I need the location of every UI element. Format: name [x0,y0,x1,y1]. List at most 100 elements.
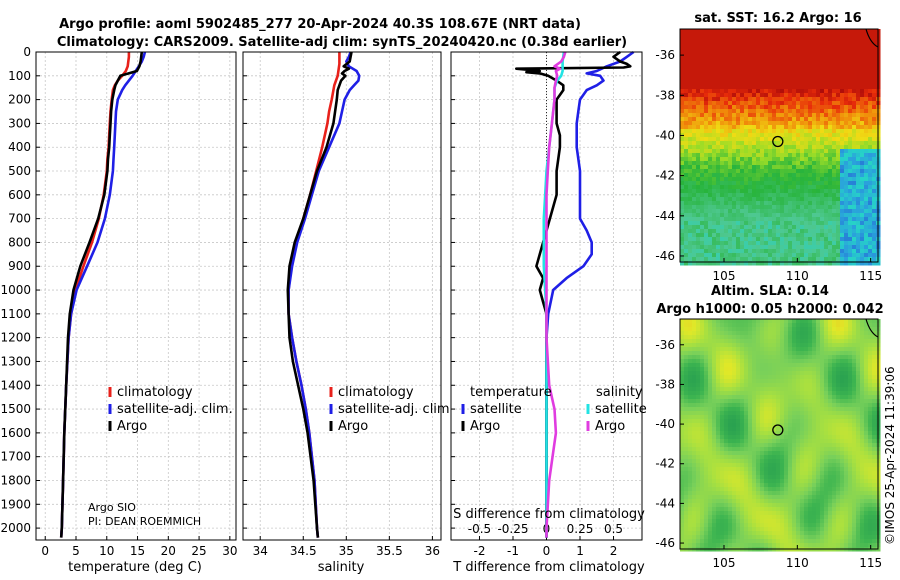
map-cell [752,423,757,428]
map-cell [836,149,841,154]
map-cell [684,185,689,190]
map-cell [784,261,789,266]
map-cell [736,375,741,380]
map-cell [728,97,733,102]
map-cell [756,113,761,118]
map-cell [688,177,693,182]
map-cell [844,85,849,90]
legend-label: Argo [117,419,147,434]
map-cell [780,69,785,74]
map-cell [808,253,813,258]
map-cell [696,37,701,42]
map-cell [844,363,849,368]
map-cell [856,209,861,214]
map-cell [720,245,725,250]
map-cell [784,81,789,86]
map-cell [728,351,733,356]
map-cell [816,77,821,82]
map-cell [744,177,749,182]
map-cell [708,77,713,82]
map-cell [848,343,853,348]
map-cell [692,141,697,146]
map-cell [680,455,685,460]
map-cell [792,451,797,456]
map-cell [716,193,721,198]
map-cell [852,225,857,230]
depth-tick-label: 700 [8,212,31,226]
map-cell [720,355,725,360]
map-cell [816,129,821,134]
map-cell [688,205,693,210]
map-cell [764,387,769,392]
map-cell [680,415,685,420]
map-cell [700,133,705,138]
map-cell [816,257,821,262]
map-cell [864,399,869,404]
map-cell [784,213,789,218]
map-cell [836,209,841,214]
map-cell [820,335,825,340]
map-cell [756,73,761,78]
map-cell [772,319,777,324]
map-cell [832,319,837,324]
map-cell [728,149,733,154]
map-cell [688,49,693,54]
map-cell [856,189,861,194]
map-cell [784,209,789,214]
map-cell [768,347,773,352]
map-cell [836,367,841,372]
map-cell [772,363,777,368]
map-cell [808,181,813,186]
map-cell [864,419,869,424]
sst-map-title: sat. SST: 16.2 Argo: 16 [694,11,861,26]
map-cell [680,153,685,158]
map-cell [724,359,729,364]
map-cell [692,213,697,218]
map-cell [856,419,861,424]
map-cell [848,221,853,226]
map-cell [792,399,797,404]
map-cell [700,371,705,376]
map-cell [872,181,877,186]
map-cell [704,427,709,432]
map-cell [708,45,713,50]
map-cell [812,435,817,440]
map-cell [756,169,761,174]
map-cell [856,415,861,420]
map-cell [720,423,725,428]
map-cell [804,253,809,258]
map-cell [744,141,749,146]
map-cell [760,427,765,432]
map-cell [840,149,845,154]
map-cell [788,257,793,262]
map-cell [688,149,693,154]
map-cell [784,197,789,202]
map-cell [712,145,717,150]
map-cell [792,161,797,166]
map-cell [748,447,753,452]
map-cell [820,181,825,186]
map-cell [836,173,841,178]
map-cell [696,65,701,70]
map-cell [800,335,805,340]
map-cell [856,97,861,102]
map-cell [848,229,853,234]
map-cell [844,41,849,46]
map-cell [704,161,709,166]
map-cell [788,41,793,46]
map-cell [768,145,773,150]
map-cell [812,105,817,110]
map-cell [760,363,765,368]
map-cell [696,113,701,118]
map-cell [792,261,797,266]
map-cell [864,253,869,258]
map-cell [720,253,725,258]
map-cell [844,331,849,336]
map-cell [700,355,705,360]
map-cell [760,447,765,452]
map-cell [736,145,741,150]
map-cell [808,367,813,372]
map-cell [808,161,813,166]
map-cell [692,169,697,174]
map-cell [736,407,741,412]
